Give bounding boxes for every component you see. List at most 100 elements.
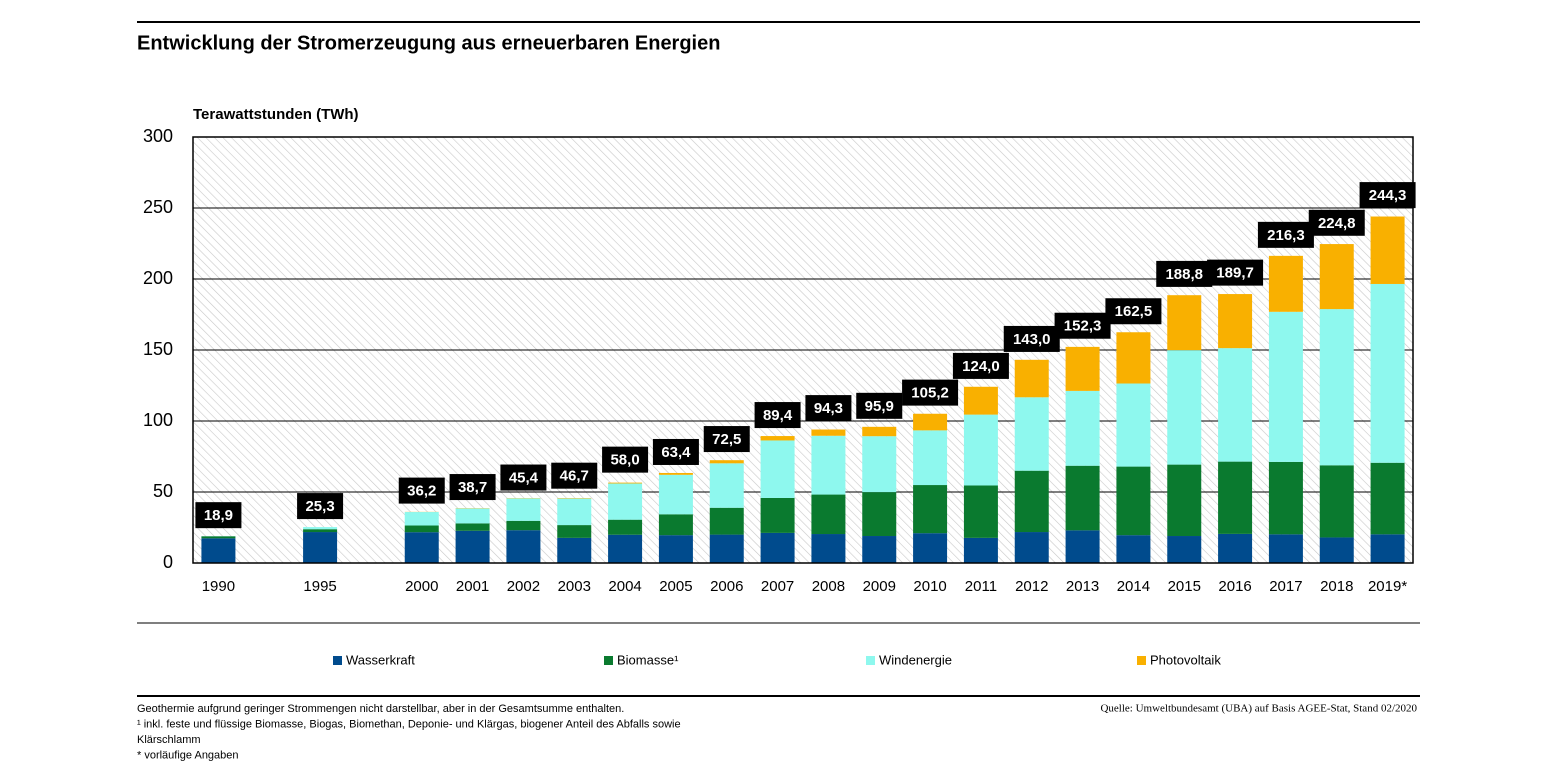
bar-segment xyxy=(659,514,693,535)
bar-segment xyxy=(557,538,591,563)
bar-segment xyxy=(1015,532,1049,563)
x-tick-label: 2019* xyxy=(1368,578,1407,595)
legend-label: Windenergie xyxy=(879,652,952,667)
total-label: 94,3 xyxy=(814,400,843,417)
legend-label: Biomasse¹ xyxy=(617,652,679,667)
bar-segment xyxy=(1218,348,1252,461)
bar-segment xyxy=(456,523,490,530)
bar-segment xyxy=(201,538,235,563)
bar-segment xyxy=(710,463,744,507)
bar-segment xyxy=(913,533,947,563)
y-tick-label: 250 xyxy=(143,197,173,217)
total-label: 25,3 xyxy=(305,498,334,515)
bar-segment xyxy=(811,430,845,436)
bar-segment xyxy=(1116,467,1150,536)
bar-segment xyxy=(456,531,490,563)
bar-segment xyxy=(608,483,642,484)
bar-segment xyxy=(303,532,337,563)
source: Quelle: Umweltbundesamt (UBA) auf Basis … xyxy=(1100,703,1417,715)
bar-segment xyxy=(1167,295,1201,350)
bar-segment xyxy=(1269,256,1303,312)
bar-segment xyxy=(1218,294,1252,348)
bar-segment xyxy=(506,498,540,520)
bar-segment xyxy=(1066,391,1100,466)
bar-segment xyxy=(964,538,998,563)
bar-segment xyxy=(1320,309,1354,465)
bar-segment xyxy=(964,387,998,415)
bar-segment xyxy=(761,440,795,498)
legend-swatch xyxy=(333,656,342,665)
x-tick-label: 2008 xyxy=(812,578,845,595)
total-label: 63,4 xyxy=(661,444,691,461)
y-axis-label: Terawattstunden (TWh) xyxy=(193,106,359,123)
x-tick-label: 2004 xyxy=(608,578,641,595)
bar-segment xyxy=(862,436,896,492)
y-tick-label: 100 xyxy=(143,410,173,430)
bar-segment xyxy=(1167,465,1201,536)
bar-segment xyxy=(405,512,439,525)
bar-segment xyxy=(659,473,693,475)
bar-segment xyxy=(405,526,439,533)
total-label: 72,5 xyxy=(712,431,741,448)
bar-segment xyxy=(862,492,896,536)
bar-segment xyxy=(913,430,947,485)
y-tick-label: 50 xyxy=(153,481,173,501)
bar-segment xyxy=(659,535,693,563)
bar-segment xyxy=(811,534,845,563)
bar-segment xyxy=(1167,350,1201,464)
total-label: 188,8 xyxy=(1165,266,1203,283)
total-label: 143,0 xyxy=(1013,331,1051,348)
bar-segment xyxy=(303,529,337,532)
bar-segment xyxy=(710,460,744,463)
y-tick-label: 200 xyxy=(143,268,173,288)
x-tick-label: 2005 xyxy=(659,578,692,595)
bar-segment xyxy=(1015,360,1049,397)
footnote: Geothermie aufgrund geringer Strommengen… xyxy=(137,703,624,715)
bar-segment xyxy=(710,535,744,563)
total-label: 244,3 xyxy=(1369,187,1407,204)
bar-segment xyxy=(1066,466,1100,531)
bar-segment xyxy=(557,499,591,526)
bar-segment xyxy=(506,530,540,563)
total-label: 162,5 xyxy=(1115,303,1153,320)
bar-segment xyxy=(557,525,591,538)
bar-segment xyxy=(964,485,998,537)
total-label: 38,7 xyxy=(458,479,487,496)
x-tick-label: 2010 xyxy=(913,578,946,595)
x-tick-label: 2011 xyxy=(965,578,997,595)
bar-segment xyxy=(913,485,947,533)
x-tick-label: 2014 xyxy=(1117,578,1150,595)
footnote: Klärschlamm xyxy=(137,734,201,746)
bar-segment xyxy=(761,436,795,440)
x-tick-label: 2016 xyxy=(1218,578,1251,595)
x-tick-label: 2015 xyxy=(1168,578,1201,595)
bar-segment xyxy=(1116,384,1150,467)
x-tick-label: 1990 xyxy=(202,578,235,595)
footnote: ¹ inkl. feste und flüssige Biomasse, Bio… xyxy=(137,718,681,730)
bar-segment xyxy=(1320,537,1354,563)
bar-segment xyxy=(1218,534,1252,563)
bar-segment xyxy=(964,415,998,486)
x-tick-label: 2012 xyxy=(1015,578,1048,595)
total-label: 89,4 xyxy=(763,407,793,424)
legend-swatch xyxy=(866,656,875,665)
total-label: 124,0 xyxy=(962,358,1000,375)
legend-swatch xyxy=(1137,656,1146,665)
y-tick-label: 0 xyxy=(163,552,173,572)
x-tick-label: 2006 xyxy=(710,578,743,595)
total-label: 105,2 xyxy=(911,385,949,402)
x-tick-label: 2018 xyxy=(1320,578,1353,595)
total-label: 189,7 xyxy=(1216,265,1254,282)
bar-segment xyxy=(1269,534,1303,563)
total-label: 95,9 xyxy=(865,398,894,415)
total-label: 36,2 xyxy=(407,483,436,500)
bar-segment xyxy=(608,520,642,535)
bar-segment xyxy=(710,508,744,535)
bar-segment xyxy=(811,436,845,495)
bar-segment xyxy=(1371,463,1405,535)
notes: Geothermie aufgrund geringer Strommengen… xyxy=(137,703,681,762)
footnote: * vorläufige Angaben xyxy=(137,749,239,761)
bar-segment xyxy=(761,533,795,563)
x-tick-label: 2002 xyxy=(507,578,540,595)
